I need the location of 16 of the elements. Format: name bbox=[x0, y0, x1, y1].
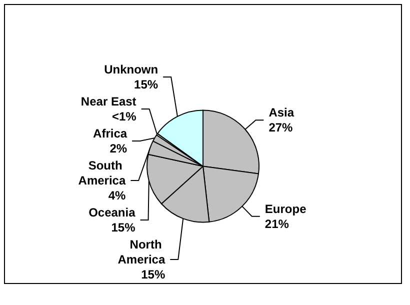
slice-label: Oceania bbox=[88, 206, 136, 220]
slice-label: North America bbox=[118, 238, 166, 266]
slice-label: South America bbox=[78, 158, 126, 188]
data-label: 15% bbox=[111, 220, 136, 234]
slice-label: Africa bbox=[93, 126, 128, 140]
slice-label: Europe bbox=[264, 202, 307, 216]
data-label: 21% bbox=[264, 216, 290, 231]
data-label: 4% bbox=[108, 188, 126, 202]
data-label: <1% bbox=[112, 110, 137, 124]
slice-label: Asia bbox=[268, 106, 294, 120]
data-label: 15% bbox=[141, 268, 166, 282]
data-label: 15% bbox=[134, 78, 158, 92]
data-label: 2% bbox=[110, 142, 128, 156]
slice-label: Near East bbox=[80, 94, 136, 108]
slice-label: Unknown bbox=[104, 62, 158, 76]
data-label: 27% bbox=[268, 120, 294, 135]
